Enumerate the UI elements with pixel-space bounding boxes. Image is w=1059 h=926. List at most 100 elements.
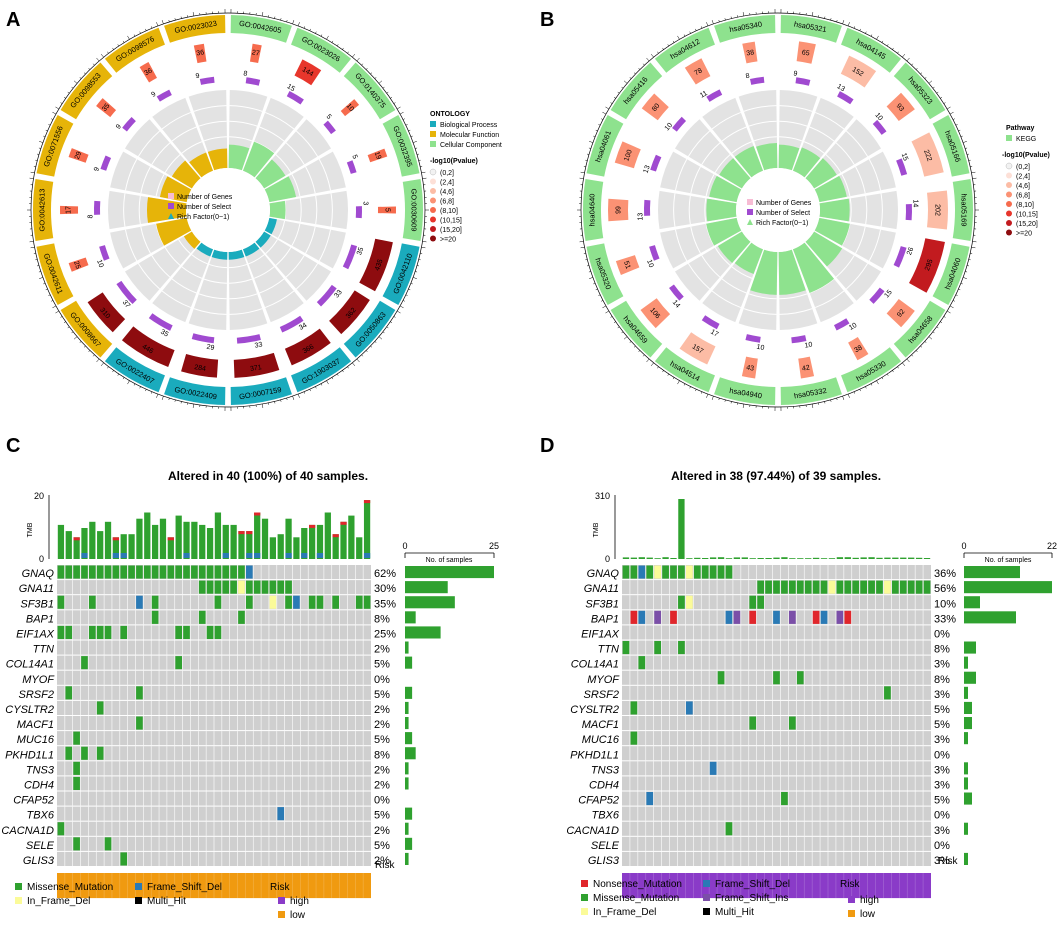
term-id-segment (230, 377, 292, 405)
rich-factor-bar (778, 249, 806, 295)
oncoplot-d-legend: Nonsense_Mutation Frame_Shift_Del Missen… (581, 879, 879, 920)
gene-label: PKHD1L1 (570, 749, 619, 761)
rich-factor-gridline (229, 136, 253, 142)
gene-row-background (622, 731, 931, 746)
select-count-bar (869, 287, 885, 304)
sample-count-bar (405, 566, 494, 579)
select-count-label: 9 (793, 70, 798, 78)
axis-tick (960, 135, 963, 137)
mutation-cell (725, 822, 733, 836)
select-count-label: 15 (286, 83, 296, 93)
rich-factor-gridline (229, 278, 253, 284)
oncoplot-c-title: Altered in 40 (100%) of 40 samples. (168, 469, 368, 483)
gene-label: BAP1 (26, 613, 54, 625)
axis-tick (410, 283, 413, 285)
rich-factor-gridline (248, 254, 265, 265)
gene-count-label: 157 (691, 343, 705, 355)
rich-factor-gridline (835, 142, 855, 165)
axis-tick (174, 18, 176, 21)
gene-count-label: 36 (196, 49, 205, 57)
term-id-segment (164, 15, 226, 43)
pvalue-legend-swatch (1006, 210, 1012, 217)
mutation-cell (238, 610, 245, 624)
rich-factor-gridline (880, 193, 883, 227)
tmb-bar (844, 557, 851, 559)
axis-tick (966, 265, 970, 267)
gene-row-background (622, 791, 931, 806)
rich-factor-gridline (171, 278, 197, 294)
pvalue-legend-label: (8,10] (1016, 202, 1034, 209)
tmb-bar (206, 528, 214, 559)
oncoplot-d-title: Altered in 38 (97.44%) of 39 samples. (671, 469, 881, 483)
axis-tick (39, 277, 43, 279)
rich-factor-gridline (868, 158, 882, 191)
sample-count-bar (964, 701, 972, 714)
mutation-cell (73, 731, 80, 745)
mutation-cell (836, 610, 844, 624)
gene-row-background (622, 746, 931, 761)
axis-tick (902, 362, 906, 367)
mutation-cell (81, 656, 88, 670)
tmb-bar (57, 524, 65, 559)
mutation-cell (191, 565, 198, 579)
mutation-cell (788, 716, 796, 730)
axis-tick (586, 153, 590, 155)
mutation-cell (717, 671, 725, 685)
sample-count-bar (405, 641, 409, 654)
go-pvalue-title: -log10(Pvalue) (430, 158, 478, 165)
mutation-cell (884, 580, 891, 594)
axis-tick (386, 326, 389, 329)
axis-tick (585, 159, 588, 161)
gene-percent: 33% (934, 613, 956, 625)
mutation-cell (812, 580, 820, 594)
sample-count-bar (964, 611, 1016, 624)
legend-multi-hit: Multi_Hit (715, 907, 754, 918)
gene-label: CACNA1D (1, 825, 54, 837)
select-count-label: 10 (873, 112, 883, 123)
select-count-bar (100, 155, 112, 171)
axis-tick (139, 386, 141, 389)
term-id-segment (36, 243, 74, 305)
pvalue-legend-swatch (1005, 162, 1013, 170)
axis-tick (336, 44, 339, 47)
axis-tick (35, 259, 38, 261)
axis-tick (623, 336, 628, 340)
tmb-bar (892, 557, 899, 559)
tmb-axis-label: TMB (27, 522, 34, 537)
axis-tick (906, 358, 910, 363)
select-count-label: 5 (350, 154, 358, 160)
kegg-pvalue-title: -log10(Pvalue) (1002, 152, 1050, 159)
tmb-bar (199, 524, 206, 559)
tmb-bar (670, 558, 677, 559)
mutation-cell (89, 595, 96, 609)
axis-tick (390, 321, 393, 323)
axis-tick (579, 241, 584, 243)
axis-tick (347, 366, 349, 369)
axis-tick (67, 91, 70, 94)
rich-factor-gridline (855, 166, 866, 194)
mutation-cell (749, 610, 757, 624)
rich-factor-gridline (151, 255, 171, 278)
mutation-cell (781, 580, 788, 594)
rich-factor-gridline (123, 193, 126, 227)
rich-factor-bar (159, 176, 192, 203)
gene-count-bar (608, 198, 629, 222)
term-id-segment (104, 27, 165, 73)
mutation-cell (622, 565, 630, 579)
tmb-bar-segment (183, 553, 190, 558)
gene-label: BAP1 (591, 613, 619, 625)
mutation-cell (206, 625, 214, 639)
axis-tick (621, 86, 624, 89)
mutation-cell (670, 565, 677, 579)
axis-tick (51, 300, 54, 302)
legend-frame-shift-ins: Frame_Shift_Ins (715, 893, 788, 904)
mutation-cell (836, 580, 844, 594)
gene-count-bar (139, 62, 157, 83)
mutation-cell (120, 625, 128, 639)
gene-percent: 2% (374, 704, 390, 716)
tmb-bar (749, 558, 756, 559)
rich-factor-gridline (701, 255, 721, 278)
mutation-cell (662, 565, 669, 579)
gene-count-label: 93 (895, 103, 905, 114)
axis-tick (972, 177, 977, 179)
